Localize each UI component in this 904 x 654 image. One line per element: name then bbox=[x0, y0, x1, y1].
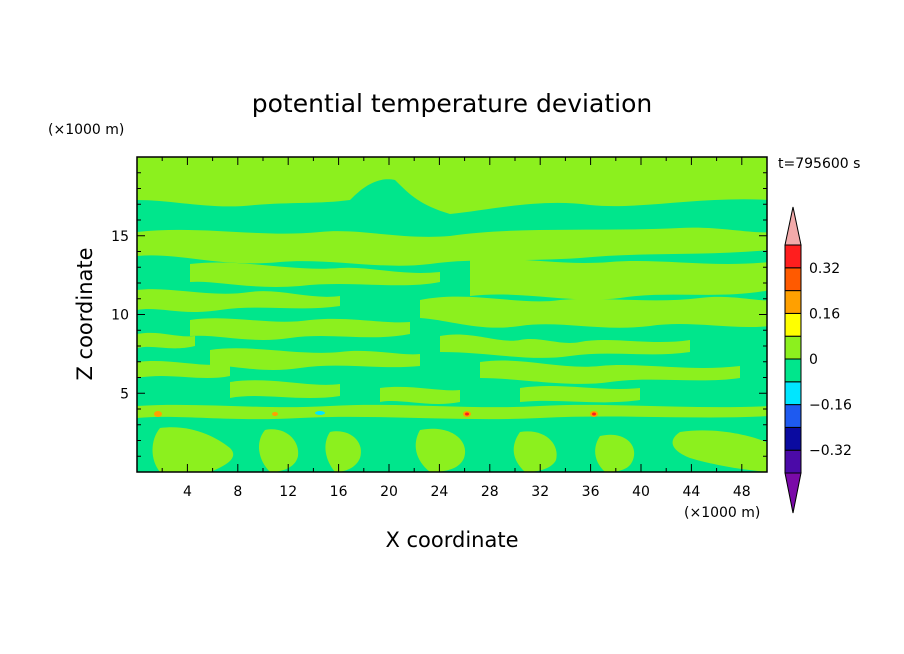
x-tick-label: 12 bbox=[279, 484, 297, 500]
colorbar-segment bbox=[784, 381, 802, 406]
x-axis-unit: (×1000 m) bbox=[684, 505, 760, 521]
x-tick-label: 28 bbox=[481, 484, 499, 500]
colorbar-under-triangle bbox=[784, 472, 802, 514]
colorbar-over-triangle bbox=[784, 206, 802, 246]
y-tick-label: 10 bbox=[111, 308, 129, 324]
colorbar-label: −0.16 bbox=[809, 398, 852, 414]
x-tick-label: 36 bbox=[582, 484, 600, 500]
x-tick-label: 40 bbox=[632, 484, 650, 500]
y-tick-label: 5 bbox=[120, 386, 129, 402]
colorbar-segment bbox=[784, 358, 802, 383]
x-tick-label: 24 bbox=[430, 484, 448, 500]
y-tick-label: 15 bbox=[111, 229, 129, 245]
chart-title: potential temperature deviation bbox=[252, 89, 652, 118]
x-tick-label: 32 bbox=[531, 484, 549, 500]
colorbar-label: 0 bbox=[809, 352, 818, 368]
colorbar-label: 0.16 bbox=[809, 306, 840, 322]
y-axis-unit: (×1000 m) bbox=[48, 122, 124, 138]
colorbar-segment bbox=[784, 244, 802, 269]
x-tick-label: 20 bbox=[380, 484, 398, 500]
x-axis-label: X coordinate bbox=[385, 528, 518, 552]
colorbar-segment bbox=[784, 404, 802, 428]
x-tick-label: 16 bbox=[330, 484, 348, 500]
field-hot-spots bbox=[154, 411, 598, 417]
colorbar-segment bbox=[784, 426, 802, 451]
colorbar-label: −0.32 bbox=[809, 443, 852, 459]
x-tick-label: 44 bbox=[682, 484, 700, 500]
x-tick-label: 48 bbox=[733, 484, 751, 500]
y-ticks: 5 10 15 bbox=[111, 172, 767, 457]
colorbar: 0.32 0.16 0 −0.16 −0.32 bbox=[784, 206, 852, 514]
time-label: t=795600 s bbox=[778, 156, 860, 172]
colorbar-segment bbox=[784, 290, 802, 314]
colorbar-segment bbox=[784, 312, 802, 337]
x-ticks: 4 8 12 16 20 24 28 32 36 40 44 48 bbox=[161, 157, 751, 500]
y-axis-label: Z coordinate bbox=[73, 247, 97, 380]
x-tick-label: 8 bbox=[233, 484, 242, 500]
colorbar-segment bbox=[784, 335, 802, 360]
field-patches bbox=[137, 157, 767, 472]
x-tick-label: 4 bbox=[183, 484, 192, 500]
colorbar-segment bbox=[784, 449, 802, 474]
colorbar-segment bbox=[784, 267, 802, 292]
heatmap-field bbox=[137, 157, 767, 472]
colorbar-label: 0.32 bbox=[809, 261, 840, 277]
